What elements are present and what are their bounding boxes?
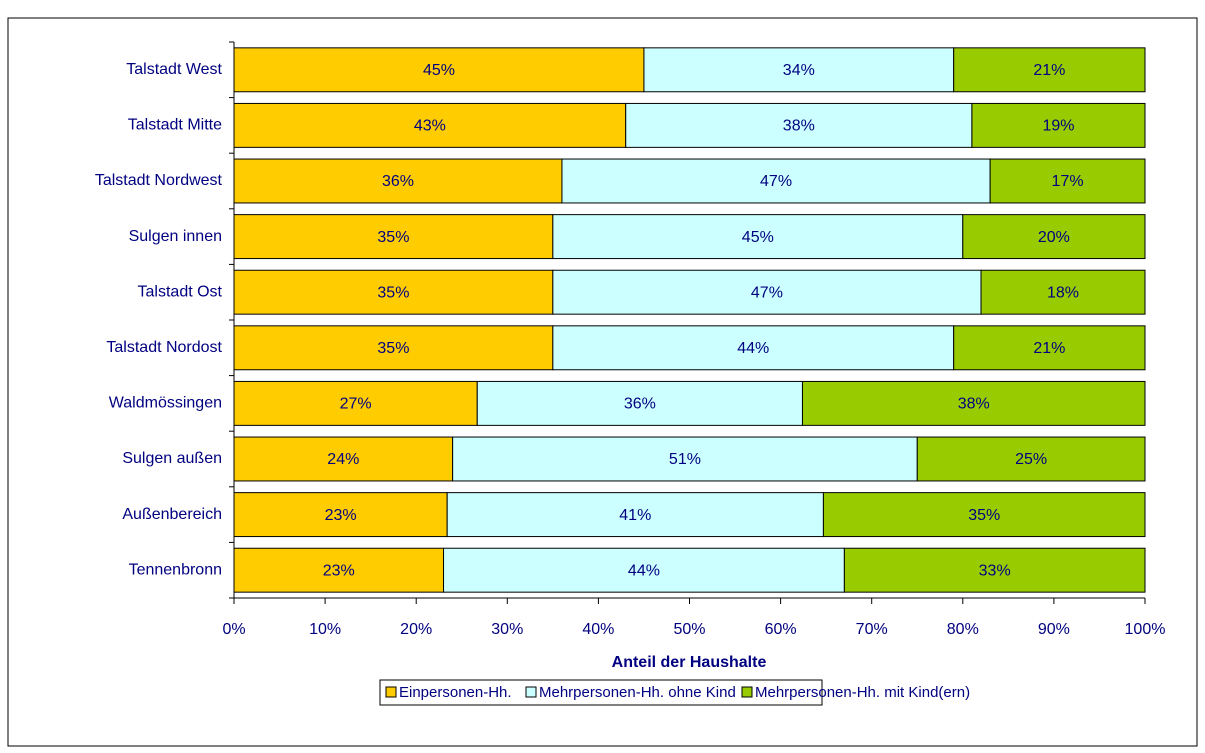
y-tick-label: Talstadt Ost bbox=[138, 283, 223, 300]
data-label: 33% bbox=[979, 562, 1011, 579]
x-tick-label: 100% bbox=[1125, 621, 1166, 638]
data-label: 25% bbox=[1015, 451, 1047, 468]
y-tick-label: Sulgen außen bbox=[122, 450, 222, 467]
bar-segment bbox=[233, 47, 645, 93]
y-tick-label: Waldmössingen bbox=[109, 395, 222, 412]
data-label: 45% bbox=[423, 62, 455, 79]
bar-segment bbox=[971, 102, 1146, 148]
data-label: 44% bbox=[737, 340, 769, 357]
x-tick-label: 20% bbox=[400, 621, 432, 638]
legend-label: Mehrpersonen-Hh. ohne Kind bbox=[539, 684, 736, 701]
data-label: 38% bbox=[958, 396, 990, 413]
y-tick-label: Talstadt West bbox=[126, 61, 222, 78]
x-tick-label: 0% bbox=[222, 621, 245, 638]
bar-segment bbox=[446, 492, 824, 538]
data-label: 51% bbox=[669, 451, 701, 468]
data-label: 35% bbox=[377, 340, 409, 357]
x-tick-label: 90% bbox=[1038, 621, 1070, 638]
data-label: 45% bbox=[742, 229, 774, 246]
x-axis-title: Anteil der Haushalte bbox=[612, 654, 767, 671]
bar-segment bbox=[962, 214, 1146, 260]
x-tick-label: 70% bbox=[856, 621, 888, 638]
bar-segment bbox=[989, 158, 1146, 204]
data-label: 23% bbox=[325, 507, 357, 524]
data-label: 47% bbox=[751, 284, 783, 301]
data-label: 23% bbox=[323, 562, 355, 579]
bar-segment bbox=[552, 325, 955, 371]
bar-segment bbox=[843, 547, 1146, 593]
bar-segment bbox=[476, 380, 803, 426]
bar-segment bbox=[625, 102, 973, 148]
x-tick-label: 50% bbox=[673, 621, 705, 638]
data-label: 36% bbox=[624, 396, 656, 413]
data-label: 27% bbox=[340, 396, 372, 413]
x-tick-label: 30% bbox=[491, 621, 523, 638]
bar-segment bbox=[233, 380, 478, 426]
bar-segment bbox=[801, 380, 1146, 426]
bar-segment bbox=[643, 47, 955, 93]
data-label: 18% bbox=[1047, 284, 1079, 301]
legend-swatch bbox=[741, 686, 753, 698]
data-label: 24% bbox=[327, 451, 359, 468]
data-label: 35% bbox=[968, 507, 1000, 524]
x-tick-label: 80% bbox=[947, 621, 979, 638]
bar-segment bbox=[452, 436, 918, 482]
bar-segment bbox=[822, 492, 1146, 538]
data-label: 44% bbox=[628, 562, 660, 579]
y-tick-label: Tennenbronn bbox=[129, 561, 222, 578]
bar-segment bbox=[953, 47, 1146, 93]
y-tick-label: Talstadt Mitte bbox=[128, 117, 222, 134]
y-tick-label: Talstadt Nordost bbox=[106, 339, 222, 356]
data-label: 21% bbox=[1033, 340, 1065, 357]
bar-segment bbox=[233, 492, 448, 538]
data-label: 19% bbox=[1042, 118, 1074, 135]
bar-segment bbox=[561, 158, 991, 204]
bar-segment bbox=[953, 325, 1146, 371]
x-tick-label: 10% bbox=[309, 621, 341, 638]
legend-label: Einpersonen-Hh. bbox=[399, 684, 512, 701]
bar-segment bbox=[443, 547, 845, 593]
x-tick-label: 40% bbox=[582, 621, 614, 638]
data-label: 17% bbox=[1052, 173, 1084, 190]
data-label: 41% bbox=[619, 507, 651, 524]
legend-swatch bbox=[525, 686, 537, 698]
x-tick-label: 60% bbox=[765, 621, 797, 638]
data-label: 36% bbox=[382, 173, 414, 190]
bar-segment bbox=[233, 214, 554, 260]
data-label: 21% bbox=[1033, 62, 1065, 79]
data-label: 35% bbox=[377, 284, 409, 301]
data-label: 43% bbox=[414, 118, 446, 135]
bar-segment bbox=[552, 269, 982, 315]
legend-swatch bbox=[385, 686, 397, 698]
y-tick-label: Sulgen innen bbox=[129, 228, 222, 245]
data-label: 35% bbox=[377, 229, 409, 246]
bar-segment bbox=[233, 102, 627, 148]
bar-segment bbox=[552, 214, 964, 260]
bar-segment bbox=[980, 269, 1146, 315]
data-label: 38% bbox=[783, 118, 815, 135]
y-tick-label: Talstadt Nordwest bbox=[95, 172, 223, 189]
data-label: 20% bbox=[1038, 229, 1070, 246]
legend-label: Mehrpersonen-Hh. mit Kind(ern) bbox=[755, 684, 970, 701]
y-tick-label: Außenbereich bbox=[122, 506, 222, 523]
bar-segment bbox=[916, 436, 1146, 482]
data-label: 34% bbox=[783, 62, 815, 79]
data-label: 47% bbox=[760, 173, 792, 190]
